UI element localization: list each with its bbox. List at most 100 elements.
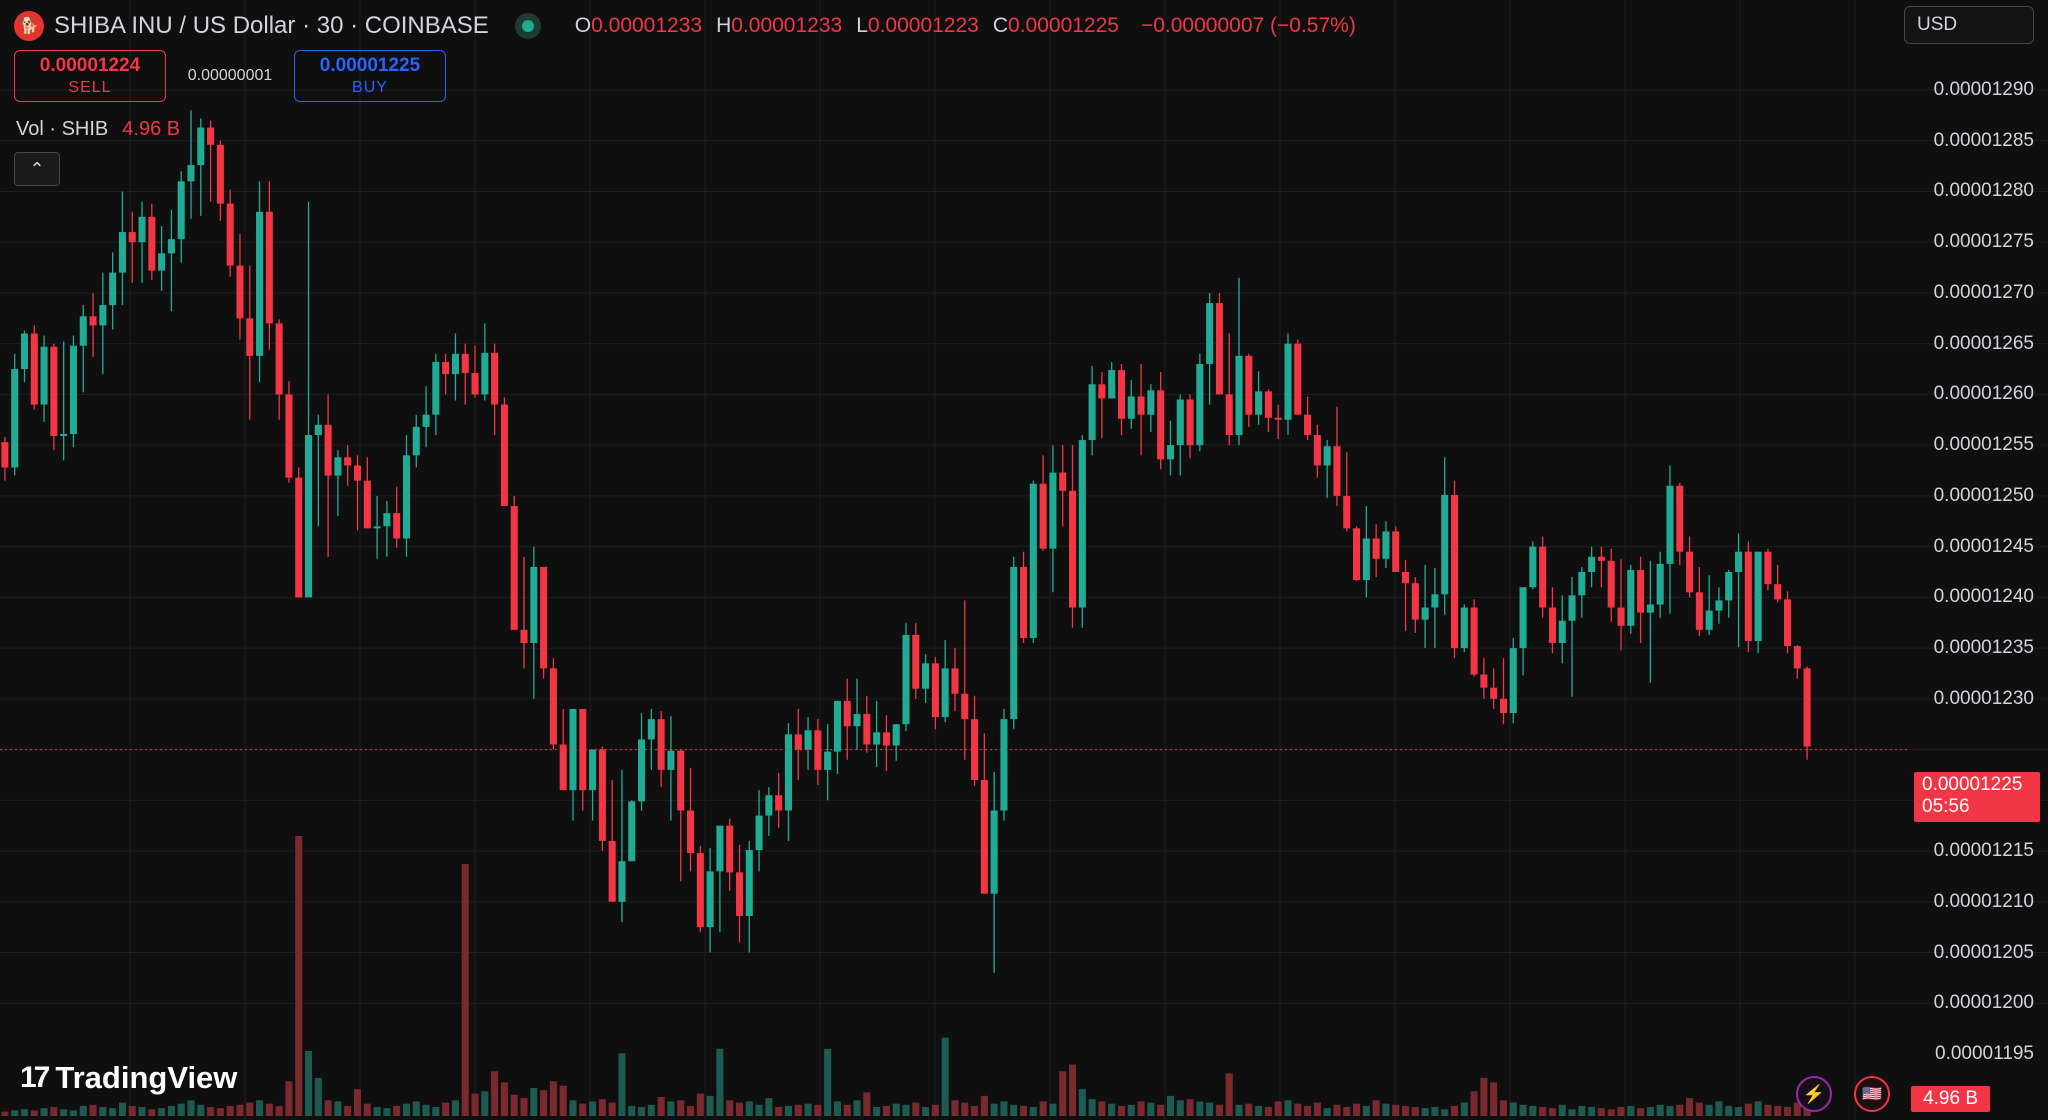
volume-bar: [961, 1102, 969, 1116]
sell-button[interactable]: 0.00001224 SELL: [14, 50, 166, 102]
candle-body: [902, 634, 910, 725]
volume-bar: [765, 1098, 773, 1116]
candle-body: [980, 780, 988, 894]
candle-body: [471, 373, 479, 395]
volume-bar: [1588, 1107, 1596, 1116]
candle-body: [1803, 668, 1811, 747]
candle-body: [1617, 607, 1625, 626]
volume-bar: [579, 1103, 587, 1116]
volume-bar: [138, 1107, 146, 1116]
high-value: 0.00001233: [731, 14, 843, 37]
volume-bar: [1157, 1104, 1165, 1116]
volume-bar: [1764, 1104, 1772, 1116]
volume-bar: [755, 1104, 763, 1116]
price-axis-label: 0.00001260: [1933, 383, 2034, 405]
volume-bar: [1304, 1105, 1312, 1116]
candle-body: [1186, 399, 1194, 446]
candle-body: [1029, 483, 1037, 638]
tradingview-logo[interactable]: 17 TradingView: [20, 1060, 237, 1096]
spread-value: 0.00000001: [187, 67, 273, 84]
candle-body: [1480, 674, 1488, 688]
volume-bar: [931, 1104, 939, 1116]
volume-bar: [89, 1104, 97, 1116]
candlesticks: [1, 110, 1811, 973]
candle-body: [520, 629, 528, 644]
candle-body: [1627, 569, 1635, 626]
candle-body: [735, 872, 744, 916]
bolt-icon[interactable]: ⚡: [1796, 1076, 1832, 1112]
candle-body: [1646, 604, 1654, 613]
candle-body: [951, 668, 959, 694]
current-price-value: 0.00001225: [1922, 774, 2023, 795]
volume-bar: [1186, 1099, 1194, 1116]
candle-body: [60, 433, 68, 437]
candle-body: [549, 668, 557, 745]
candle-body: [89, 316, 97, 326]
flag-icon[interactable]: 🇺🇸: [1854, 1076, 1890, 1112]
candle-body: [353, 465, 362, 481]
volume-bar: [1735, 1107, 1743, 1116]
candle-body: [393, 513, 401, 539]
volume-bar: [1362, 1105, 1370, 1116]
volume-bar: [1264, 1107, 1272, 1116]
collapse-legend-button[interactable]: ⌃: [14, 152, 60, 186]
candle-body: [1509, 648, 1517, 714]
candle-body: [579, 708, 587, 791]
symbol-title[interactable]: SHIBA INU / US Dollar · 30 · COINBASE: [54, 12, 489, 39]
candle-body: [628, 801, 636, 862]
candle-body: [1206, 303, 1214, 364]
market-status-icon[interactable]: [514, 13, 541, 39]
candle-body: [1401, 572, 1410, 584]
volume-bar: [1313, 1102, 1321, 1116]
volume-bar: [540, 1090, 548, 1116]
candle-body: [530, 566, 538, 644]
volume-bar: [1000, 1101, 1008, 1116]
candle-body: [1490, 687, 1498, 699]
candle-body: [1588, 556, 1596, 572]
volume-bar: [1147, 1102, 1155, 1116]
candle-body: [726, 825, 734, 873]
ohlc-legend: O0.00001233 H0.00001233 L0.00001223 C0.0…: [575, 14, 1356, 38]
volume-bar: [1196, 1101, 1204, 1116]
price-axis-label: 0.00001275: [1933, 231, 2034, 253]
buy-button[interactable]: 0.00001225 BUY: [294, 50, 446, 102]
candle-body: [402, 455, 411, 539]
candle-body: [1774, 584, 1782, 600]
candle-body: [1166, 445, 1174, 460]
candle-body: [226, 203, 234, 266]
candle-body: [1020, 566, 1028, 638]
volume-bar: [784, 1105, 792, 1116]
volume-bar: [686, 1105, 695, 1116]
volume-bar: [324, 1100, 332, 1116]
tradingview-logo-icon: 17: [20, 1061, 50, 1094]
volume-bar: [814, 1104, 822, 1116]
volume-bar: [1421, 1108, 1429, 1116]
volume-bar: [20, 1109, 29, 1116]
volume-bar: [1010, 1104, 1018, 1116]
candle-body: [1764, 551, 1772, 585]
candle-body: [236, 265, 244, 319]
volume-bar: [745, 1101, 753, 1116]
candle-body: [1411, 583, 1419, 620]
candle-body: [1304, 414, 1312, 436]
volume-legend[interactable]: Vol · SHIB 4.96 B: [16, 118, 180, 141]
volume-bar: [1676, 1104, 1684, 1116]
volume-bar: [520, 1098, 528, 1116]
candle-body: [334, 457, 342, 476]
volume-bar: [383, 1108, 391, 1116]
shiba-coin-icon[interactable]: 🐕: [14, 11, 44, 41]
currency-select[interactable]: USD: [1904, 6, 2034, 44]
candle-body: [373, 526, 381, 529]
volume-bar: [804, 1103, 812, 1116]
candle-body: [246, 318, 254, 356]
candle-body: [1372, 538, 1380, 559]
volume-bar: [1744, 1103, 1752, 1116]
candle-body: [1039, 483, 1047, 549]
candle-body: [324, 424, 332, 476]
volume-bar: [1627, 1105, 1635, 1116]
candle-body: [716, 825, 724, 872]
volume-bar: [402, 1103, 411, 1116]
candle-body: [1, 442, 9, 468]
low-label: L: [856, 14, 868, 37]
